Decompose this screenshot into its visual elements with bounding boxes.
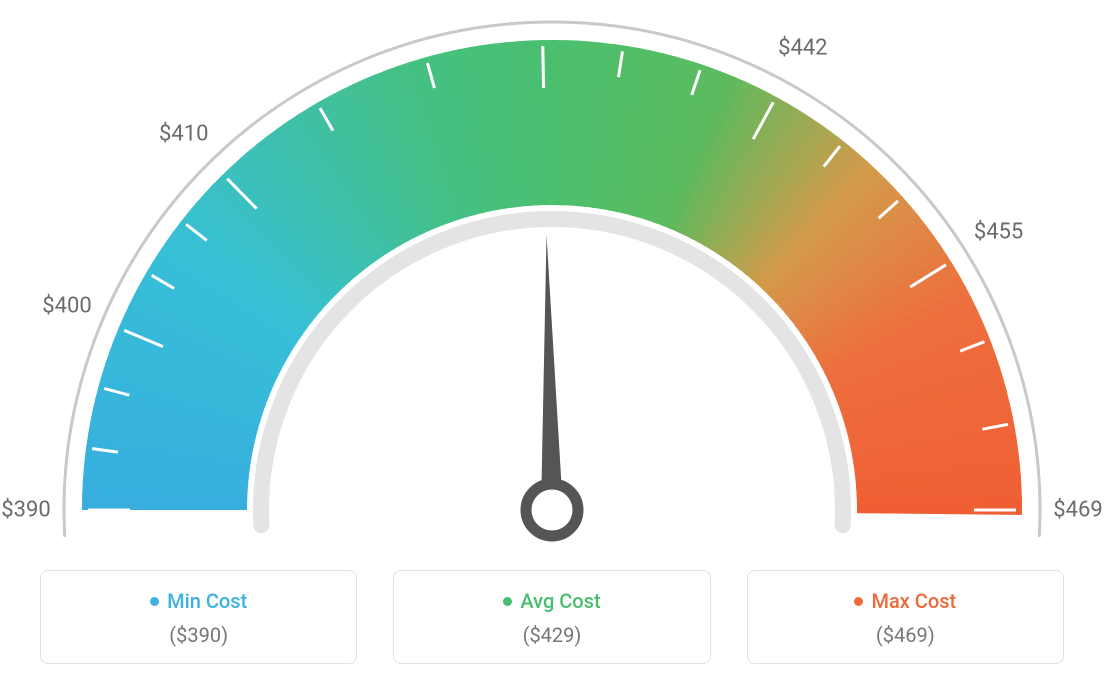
legend-label-max: Max Cost (871, 589, 956, 613)
gauge-tick-label: $469 (1053, 498, 1102, 523)
gauge-tick-label: $455 (974, 220, 1023, 245)
legend-value-max: ($469) (758, 623, 1053, 647)
gauge-tick-label: $400 (42, 294, 91, 319)
legend-card-avg: Avg Cost ($429) (393, 570, 710, 664)
legend-dot-avg (503, 597, 512, 606)
legend-title-avg: Avg Cost (503, 589, 600, 613)
legend-card-max: Max Cost ($469) (747, 570, 1064, 664)
gauge-chart: $390$400$410$429$442$455$469 (0, 0, 1104, 560)
legend-dot-max (854, 597, 863, 606)
gauge-tick-label: $390 (1, 498, 50, 523)
legend-dot-min (150, 597, 159, 606)
legend-title-min: Min Cost (150, 589, 247, 613)
legend-value-min: ($390) (51, 623, 346, 647)
gauge-tick-label: $410 (159, 122, 208, 147)
legend-row: Min Cost ($390) Avg Cost ($429) Max Cost… (0, 570, 1104, 664)
gauge-svg (0, 0, 1104, 560)
legend-value-avg: ($429) (404, 623, 699, 647)
legend-label-min: Min Cost (167, 589, 247, 613)
gauge-tick-label: $442 (778, 35, 827, 60)
legend-label-avg: Avg Cost (520, 589, 600, 613)
legend-title-max: Max Cost (854, 589, 956, 613)
legend-card-min: Min Cost ($390) (40, 570, 357, 664)
